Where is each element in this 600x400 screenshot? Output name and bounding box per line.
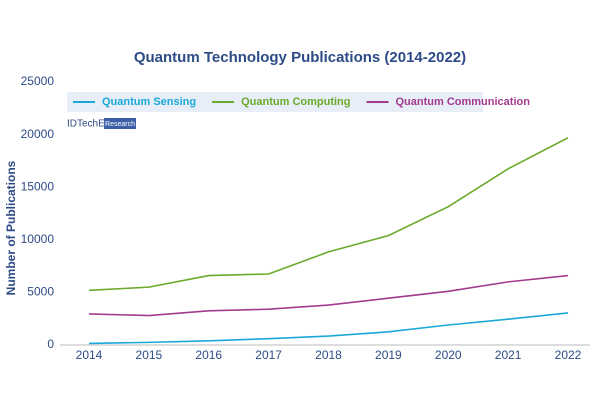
legend-label: Quantum Computing: [241, 96, 350, 108]
x-tick-label: 2018: [315, 348, 342, 362]
x-tick-label: 2014: [76, 348, 103, 362]
x-tick-label: 2021: [495, 348, 522, 362]
series-line: [88, 137, 569, 292]
y-tick-label: 15000: [21, 179, 55, 193]
legend-label: Quantum Communication: [396, 96, 531, 108]
series-line: [88, 274, 569, 317]
series-line: [88, 312, 569, 345]
x-tick-label: 2022: [555, 348, 582, 362]
x-tick-label: 2020: [435, 348, 462, 362]
watermark-tag: Research: [105, 121, 135, 128]
y-tick-label: 20000: [21, 127, 55, 141]
watermark-brand: IDTechEx: [67, 119, 110, 130]
x-tick-label: 2015: [136, 348, 163, 362]
legend-label: Quantum Sensing: [102, 96, 196, 108]
y-tick-label: 10000: [21, 232, 55, 246]
y-tick-label: 25000: [21, 74, 55, 88]
legend-background: [67, 92, 483, 112]
chart-title: Quantum Technology Publications (2014-20…: [134, 49, 466, 66]
y-axis-label: Number of Publications: [4, 160, 18, 295]
x-tick-label: 2017: [255, 348, 282, 362]
y-tick-label: 5000: [27, 285, 54, 299]
x-tick-label: 2016: [195, 348, 222, 362]
x-tick-label: 2019: [375, 348, 402, 362]
y-tick-label: 0: [47, 337, 54, 351]
watermark-box: [104, 118, 136, 129]
